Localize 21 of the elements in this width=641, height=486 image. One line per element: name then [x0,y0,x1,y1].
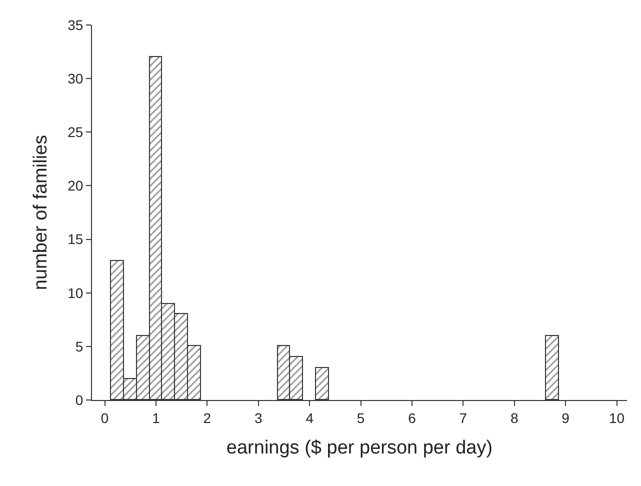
x-tick-label: 10 [608,410,625,426]
x-tick-label: 8 [510,410,518,426]
y-tick-label: 30 [68,70,84,86]
y-tick-label: 10 [68,284,84,301]
x-tick-label: 7 [459,410,468,426]
x-tick-label: 0 [100,410,109,426]
x-tick-label: 5 [356,410,365,426]
x-tick-label: 2 [203,410,212,426]
x-tick-label: 3 [254,410,262,426]
y-tick-label: 5 [75,338,84,354]
x-tick-label: 4 [306,410,314,426]
y-tick-label: 15 [68,231,84,248]
x-tick-label: 1 [152,410,160,426]
x-axis-title: earnings ($ per person per day) [226,438,493,459]
x-tick-label: 9 [562,410,570,426]
x-tick-label: 6 [408,410,416,426]
y-tick-label: 0 [75,392,84,408]
y-tick-label: 25 [68,124,84,140]
y-tick-label: 35 [68,16,84,33]
y-tick-label: 20 [68,178,84,194]
y-axis-title: number of families [30,134,52,290]
